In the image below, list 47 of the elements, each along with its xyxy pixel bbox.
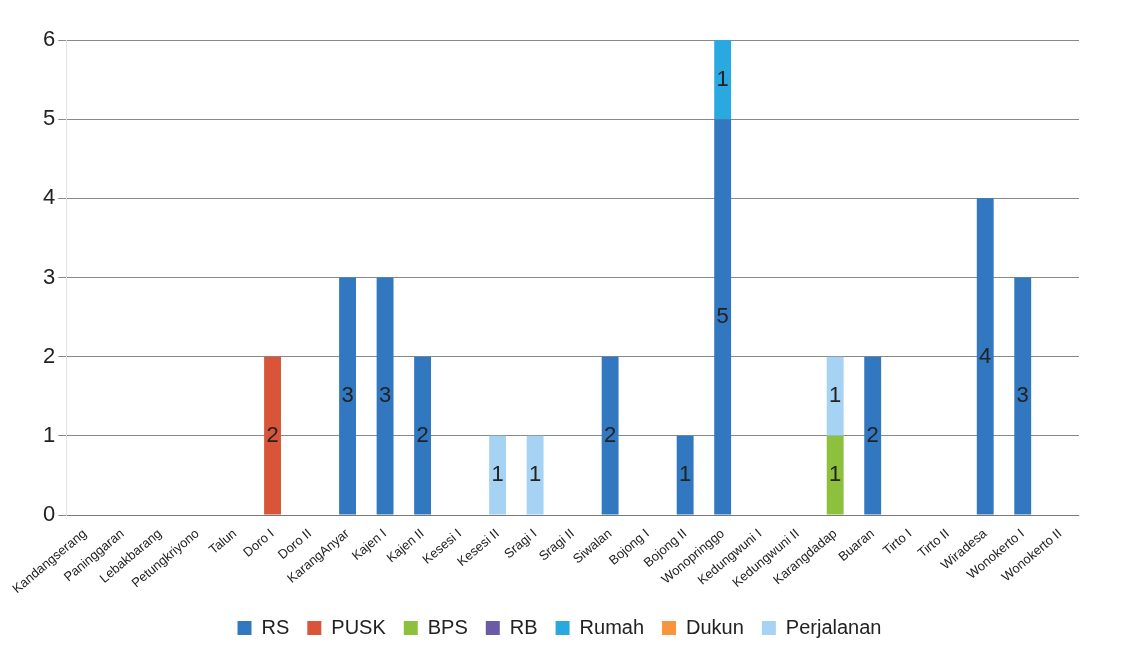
- bar: [601, 356, 619, 515]
- legend-label: Rumah: [579, 615, 645, 638]
- data-label: 2: [866, 421, 879, 447]
- data-label: 1: [829, 382, 842, 408]
- bar: [676, 435, 694, 515]
- y-tick-label: 1: [42, 421, 56, 447]
- data-label: 5: [716, 302, 729, 328]
- bar: [339, 277, 356, 515]
- data-label: 1: [491, 461, 504, 487]
- bar: [976, 198, 994, 515]
- bar: [1014, 277, 1032, 515]
- x-tick-label: Tirto I: [879, 525, 915, 559]
- data-label: 4: [979, 342, 992, 368]
- legend-label: RB: [509, 615, 538, 638]
- y-tick-label: 5: [42, 105, 56, 131]
- y-tick-label: 0: [42, 501, 56, 527]
- legend-label: Perjalanan: [785, 615, 882, 638]
- data-label: 3: [1016, 382, 1029, 408]
- data-label: 2: [416, 421, 429, 447]
- bar: [526, 435, 544, 515]
- bar: [714, 119, 732, 515]
- y-tick-label: 2: [42, 342, 56, 368]
- y-tick-label: 6: [42, 26, 56, 52]
- x-tick-label: Talun: [205, 525, 240, 558]
- y-tick-label: 4: [42, 184, 56, 210]
- bar: [714, 40, 732, 120]
- data-label: 1: [679, 461, 692, 487]
- x-tick-label: Doro I: [240, 525, 277, 560]
- bar: [489, 435, 507, 515]
- bar: [826, 356, 844, 436]
- bar: [376, 277, 394, 515]
- bar: [414, 356, 432, 515]
- data-label: 3: [341, 382, 354, 408]
- y-tick-label: 3: [42, 263, 56, 289]
- data-label: 3: [378, 382, 392, 408]
- data-label: 1: [829, 461, 842, 487]
- bar: [826, 435, 844, 515]
- legend-label: PUSK: [331, 615, 387, 638]
- data-label: 1: [716, 65, 729, 91]
- data-label: 2: [266, 421, 279, 447]
- legend-label: RS: [261, 615, 290, 638]
- bar: [864, 356, 882, 515]
- bar: [264, 356, 281, 515]
- legend-label: Dukun: [686, 615, 744, 638]
- data-label: 2: [604, 421, 617, 447]
- data-label: 1: [528, 461, 542, 487]
- legend-label: BPS: [427, 615, 468, 638]
